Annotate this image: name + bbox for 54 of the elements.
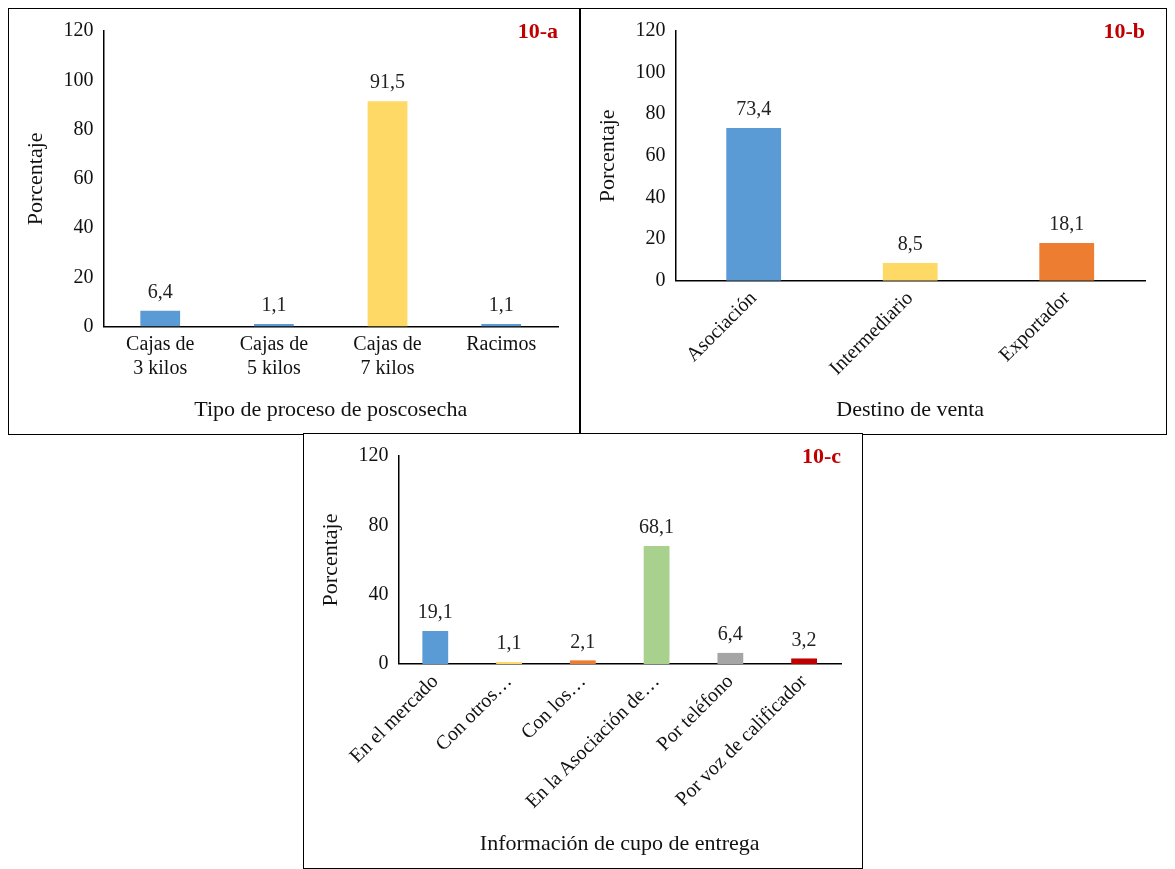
bar — [569, 660, 596, 664]
y-tick-label: 80 — [368, 512, 389, 535]
bar — [367, 101, 408, 327]
data-label: 3,2 — [791, 627, 817, 650]
bar — [422, 630, 449, 664]
data-label: 68,1 — [639, 515, 675, 538]
y-tick-label: 120 — [358, 443, 389, 466]
data-label: 91,5 — [370, 70, 406, 93]
y-tick-label: 100 — [635, 59, 666, 82]
y-tick-label: 40 — [73, 215, 94, 238]
y-tick-label: 20 — [73, 264, 94, 287]
data-label: 1,1 — [496, 631, 522, 654]
y-axis-title: Porcentaje — [593, 109, 619, 203]
y-tick-label: 40 — [368, 581, 389, 604]
bar — [140, 310, 181, 327]
x-tick-label: Cajas de 3 kilos — [126, 331, 195, 378]
x-tick-label: Cajas de 7 kilos — [353, 331, 422, 378]
data-label: 18,1 — [1049, 212, 1085, 235]
y-tick-label: 60 — [73, 166, 94, 189]
y-axis-title: Porcentaje — [21, 132, 47, 226]
y-tick-label: 80 — [645, 101, 666, 124]
bar — [717, 652, 744, 664]
data-label: 1,1 — [261, 293, 287, 316]
x-axis-title: Destino de venta — [836, 395, 985, 421]
x-axis-title: Información de cupo de entrega — [479, 829, 760, 855]
x-tick-label: Cajas de 5 kilos — [239, 331, 309, 378]
y-tick-label: 60 — [645, 143, 666, 166]
x-axis-title: Tipo de proceso de poscosecha — [194, 395, 468, 421]
y-tick-label: 40 — [645, 184, 666, 207]
y-tick-label: 0 — [655, 267, 666, 290]
data-label: 6,4 — [717, 622, 743, 645]
annotation: 10-b — [1103, 17, 1145, 43]
x-tick-label: Racimos — [466, 331, 537, 354]
data-label: 6,4 — [147, 280, 173, 303]
bar — [791, 658, 818, 664]
y-tick-label: 120 — [635, 18, 666, 41]
y-tick-label: 0 — [378, 651, 389, 674]
bar — [1039, 243, 1095, 281]
y-axis-title: Porcentaje — [316, 513, 342, 607]
annotation: 10-c — [801, 442, 842, 468]
bar — [643, 545, 670, 664]
bar — [882, 262, 938, 281]
y-tick-label: 80 — [73, 116, 94, 139]
y-tick-label: 0 — [83, 313, 94, 336]
data-label: 73,4 — [736, 97, 772, 120]
data-label: 19,1 — [417, 600, 453, 623]
data-label: 1,1 — [488, 293, 514, 316]
y-tick-label: 100 — [63, 67, 94, 90]
data-label: 8,5 — [897, 232, 923, 255]
annotation: 10-a — [517, 17, 558, 43]
y-tick-label: 120 — [63, 18, 94, 41]
y-tick-label: 20 — [645, 226, 666, 249]
bar — [726, 127, 782, 281]
data-label: 2,1 — [570, 629, 596, 652]
